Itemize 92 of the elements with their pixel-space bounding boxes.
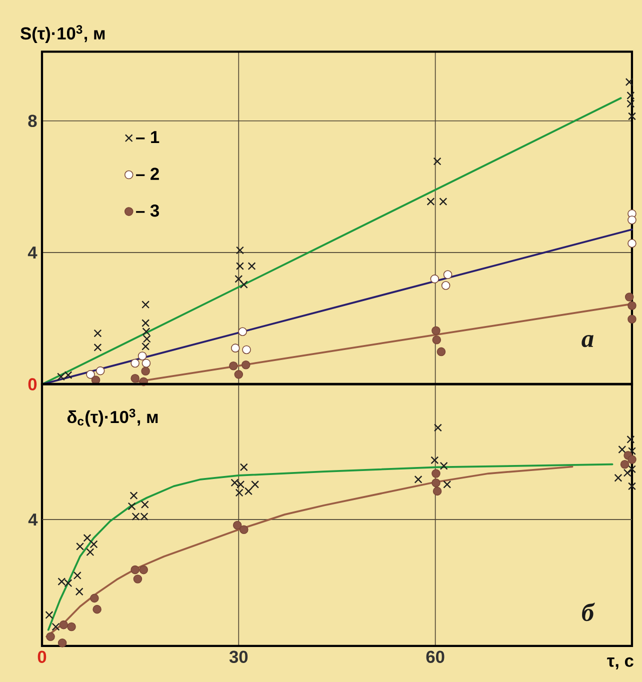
- point: [92, 604, 102, 614]
- point: [439, 198, 448, 206]
- point: [234, 370, 244, 379]
- point: [242, 345, 251, 354]
- point: [240, 463, 248, 472]
- point: [240, 525, 248, 534]
- point: [443, 480, 452, 488]
- point: [142, 328, 150, 336]
- point: [142, 319, 150, 328]
- point: [440, 462, 448, 470]
- point: [251, 480, 260, 488]
- point: [133, 574, 142, 584]
- point: [236, 262, 244, 270]
- point: [229, 361, 238, 370]
- point: [441, 281, 450, 290]
- point: [436, 347, 446, 356]
- point: [236, 246, 244, 254]
- point: [430, 456, 439, 464]
- point: [248, 262, 256, 270]
- x-axis-title: τ, с: [607, 657, 634, 670]
- point: [432, 326, 440, 336]
- point: [86, 370, 95, 379]
- x-tick-label: 0: [38, 650, 46, 663]
- point: [626, 435, 635, 444]
- point: [139, 565, 148, 574]
- point: [130, 565, 140, 574]
- point: [620, 460, 630, 469]
- point: [58, 638, 67, 648]
- point: [52, 622, 60, 631]
- legend-label: – 2: [136, 168, 159, 180]
- point: [626, 92, 635, 100]
- point: [83, 534, 92, 542]
- point: [618, 446, 626, 454]
- legend-label: – 1: [136, 131, 160, 144]
- point: [130, 358, 140, 368]
- point: [90, 594, 99, 603]
- point: [94, 329, 102, 338]
- point: [46, 632, 55, 642]
- point: [138, 352, 147, 360]
- y-axis-title: δ$_{с}$(τ)·10$^{3}$, м: [67, 408, 158, 427]
- annotation: б: [582, 602, 595, 622]
- point: [232, 520, 242, 530]
- point: [414, 475, 422, 484]
- point: [96, 366, 105, 376]
- y-tick-label: 0: [28, 378, 37, 390]
- point: [142, 300, 150, 309]
- point: [238, 327, 247, 336]
- point: [142, 334, 151, 343]
- point: [142, 358, 151, 368]
- point: [141, 366, 150, 376]
- point: [130, 492, 138, 500]
- point: [142, 342, 150, 350]
- point: [430, 274, 440, 284]
- point: [426, 198, 435, 206]
- y-tick-label: 8: [28, 114, 37, 127]
- point: [625, 78, 634, 86]
- point: [241, 360, 250, 370]
- annotation: а: [582, 334, 594, 348]
- point: [240, 280, 248, 289]
- point: [432, 335, 442, 344]
- point: [626, 100, 635, 108]
- point: [614, 474, 622, 482]
- point: [443, 270, 452, 280]
- point: [86, 548, 94, 556]
- point: [628, 465, 636, 474]
- point: [75, 588, 84, 596]
- point: [230, 344, 240, 352]
- point: [94, 343, 102, 352]
- point: [45, 610, 54, 619]
- y-axis-title: S(τ)·10$^{3}$, м: [20, 25, 105, 43]
- point: [432, 478, 440, 488]
- point: [140, 500, 149, 509]
- point: [434, 424, 442, 432]
- point: [433, 157, 442, 166]
- point: [90, 540, 98, 548]
- point: [234, 274, 243, 283]
- point: [128, 502, 136, 510]
- point: [432, 469, 440, 478]
- point: [76, 542, 84, 550]
- point: [628, 447, 636, 456]
- point: [628, 112, 636, 120]
- point: [73, 571, 82, 580]
- point: [623, 468, 632, 477]
- legend-label: – 3: [136, 204, 159, 217]
- point: [432, 486, 442, 496]
- x-tick-label: 30: [229, 650, 248, 663]
- point: [130, 374, 140, 383]
- y-tick-label: 4: [28, 246, 38, 259]
- point: [628, 482, 636, 490]
- point: [59, 620, 68, 630]
- point: [67, 622, 76, 632]
- x-tick-label: 60: [426, 650, 444, 663]
